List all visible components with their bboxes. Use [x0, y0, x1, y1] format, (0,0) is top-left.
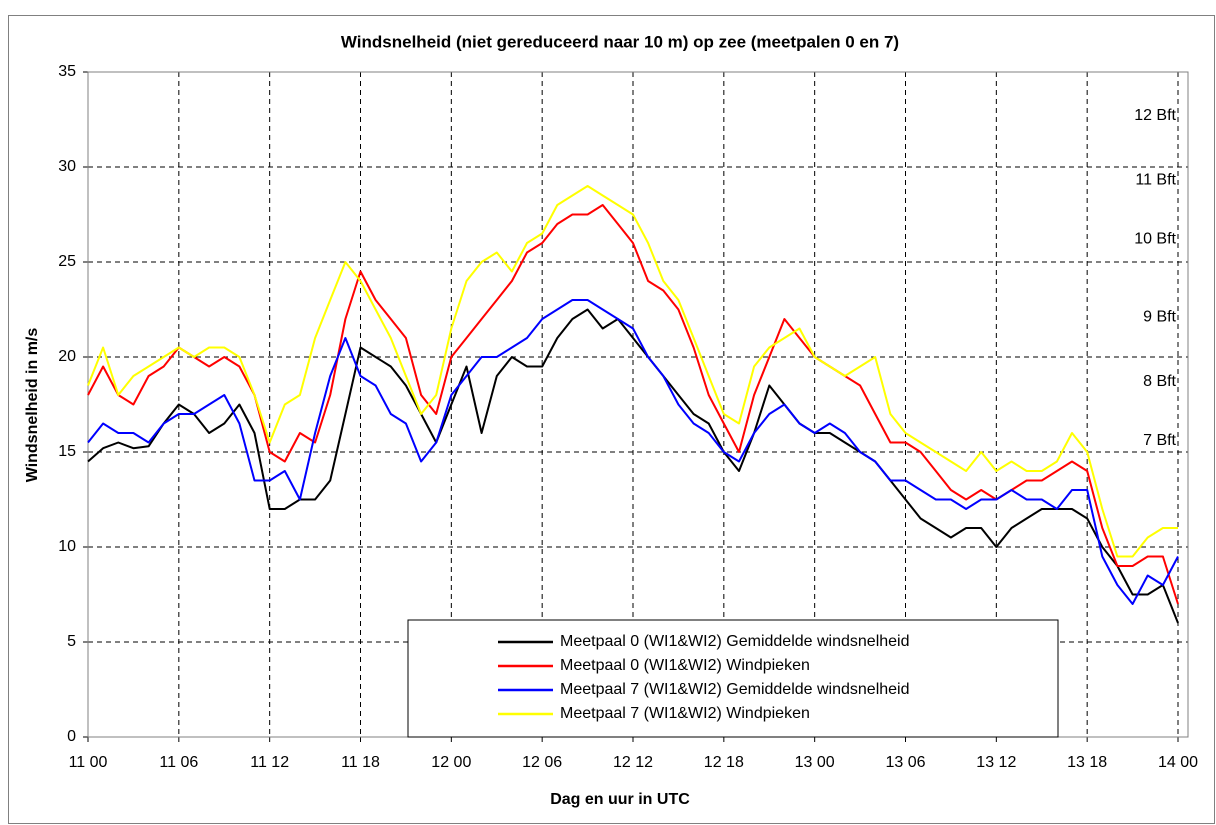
- y-tick-label: 20: [58, 348, 76, 365]
- annotation: 12 Bft: [1134, 107, 1176, 124]
- x-tick-label: 14 00: [1158, 754, 1198, 771]
- series-line: [87, 308, 1179, 624]
- y-axis-title: Windsnelheid in m/s: [24, 328, 41, 483]
- x-axis-title: Dag en uur in UTC: [550, 791, 690, 808]
- y-tick-label: 30: [58, 158, 76, 175]
- x-tick-label: 12 00: [431, 754, 471, 771]
- y-tick-label: 0: [67, 728, 76, 745]
- x-tick-label: 13 06: [885, 754, 925, 771]
- annotation: 9 Bft: [1143, 308, 1176, 325]
- y-tick-label: 35: [58, 63, 76, 80]
- x-tick-label: 13 12: [976, 754, 1016, 771]
- y-tick-label: 5: [67, 633, 76, 650]
- y-tick-label: 15: [58, 443, 76, 460]
- legend-label: Meetpaal 7 (WI1&WI2) Gemiddelde windsnel…: [560, 681, 910, 698]
- annotation: 11 Bft: [1135, 172, 1176, 189]
- x-tick-label: 11 06: [159, 754, 198, 771]
- x-tick-label: 11 00: [69, 754, 108, 771]
- legend-label: Meetpaal 0 (WI1&WI2) Windpieken: [560, 657, 810, 674]
- legend-label: Meetpaal 7 (WI1&WI2) Windpieken: [560, 705, 810, 722]
- x-tick-label: 11 12: [250, 754, 289, 771]
- y-tick-label: 10: [58, 538, 76, 555]
- x-tick-label: 11 18: [341, 754, 380, 771]
- legend-label: Meetpaal 0 (WI1&WI2) Gemiddelde windsnel…: [560, 633, 910, 650]
- series-line: [87, 185, 1178, 558]
- series-line: [87, 299, 1179, 605]
- chart-title: Windsnelheid (niet gereduceerd naar 10 m…: [341, 32, 899, 51]
- y-tick-label: 25: [58, 253, 76, 270]
- x-tick-label: 12 12: [613, 754, 653, 771]
- x-tick-label: 12 06: [522, 754, 562, 771]
- x-tick-label: 13 18: [1067, 754, 1107, 771]
- annotation: 7 Bft: [1143, 432, 1176, 449]
- x-tick-label: 13 00: [795, 754, 835, 771]
- annotation: 10 Bft: [1134, 230, 1176, 247]
- legend-box: [407, 619, 1059, 738]
- x-tick-label: 12 18: [704, 754, 744, 771]
- annotation: 8 Bft: [1143, 373, 1176, 390]
